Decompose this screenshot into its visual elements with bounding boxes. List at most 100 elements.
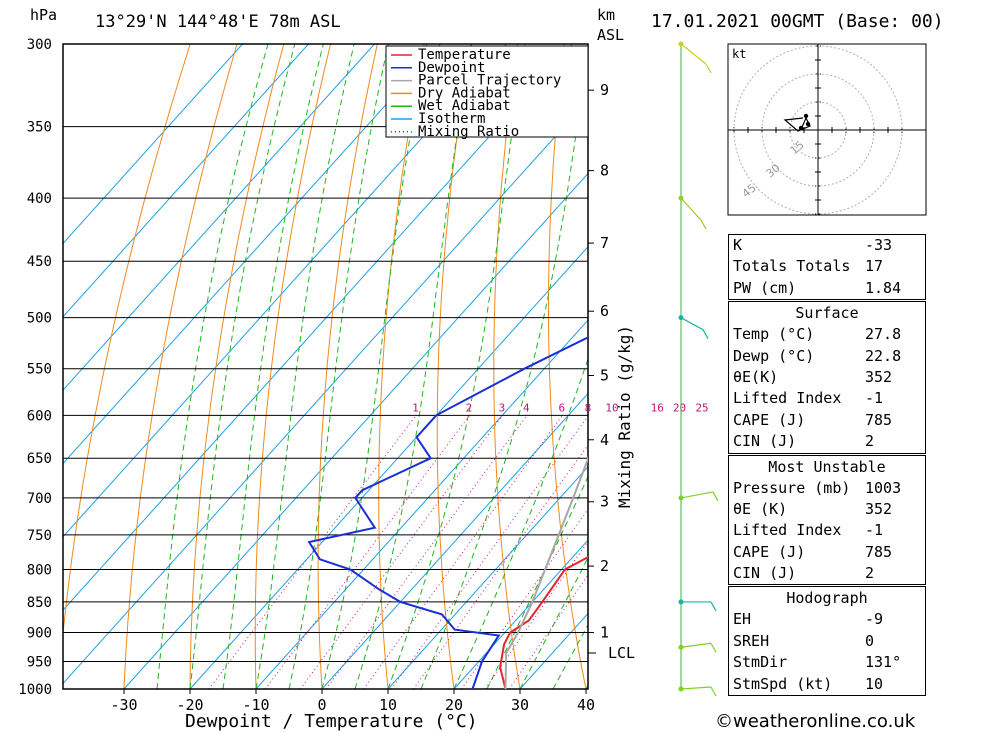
- legend-label: Dewpoint: [418, 60, 485, 76]
- isotherm-line: [123, 172, 588, 689]
- legend-label: Temperature: [418, 47, 511, 63]
- wind-barb: [680, 642, 712, 648]
- mixing-ratio-label: 20: [673, 401, 686, 414]
- most-unstable-title: Most Unstable: [768, 457, 886, 476]
- mixing-ratio-label: 10: [605, 401, 618, 414]
- surface-row: CAPE (J) 785: [729, 410, 925, 431]
- hodograph-title: Hodograph: [786, 589, 868, 608]
- surface-row: CIN (J) 2: [729, 431, 925, 452]
- surface-title: Surface: [795, 304, 859, 323]
- plot-series: [307, 336, 588, 689]
- surface-value: 27.8: [865, 325, 902, 344]
- isotherm-line: [387, 466, 588, 689]
- legend-label: Isotherm: [418, 111, 485, 127]
- surface-label: Temp (°C): [733, 325, 815, 344]
- surface-table: Surface Temp (°C) 27.8 Dewp (°C) 22.8 θE(K) 3…: [728, 301, 926, 454]
- hodograph-label: StmSpd (kt): [733, 674, 833, 693]
- surface-row: θE(K) 352: [729, 367, 925, 388]
- pressure-tick-label: 750: [27, 528, 52, 544]
- pressure-tick-label: 950: [27, 655, 52, 671]
- mixing-ratio-line: [325, 415, 528, 689]
- x-tick-label: -10: [242, 696, 269, 714]
- wet-adiabat-line: [486, 475, 588, 689]
- km-tick-label: 7: [600, 234, 609, 252]
- hodograph-value: 0: [865, 631, 875, 650]
- wind-barb: [680, 43, 707, 65]
- index-label: PW (cm): [733, 278, 797, 297]
- surface-value: 2: [865, 432, 875, 451]
- surface-value: -1: [865, 389, 884, 408]
- dry-adiabat-line: [653, 44, 718, 689]
- plot-border: [62, 43, 589, 690]
- most-unstable-label: θE (K): [733, 499, 788, 518]
- index-value: -33: [865, 236, 893, 254]
- x-tick-label: -30: [110, 696, 137, 714]
- hodograph-value: 10: [865, 674, 884, 693]
- surface-label: CAPE (J): [733, 410, 806, 429]
- x-tick-label: 10: [379, 696, 397, 714]
- x-tick-label: -20: [176, 696, 203, 714]
- pressure-tick-label: 600: [27, 408, 52, 424]
- credit-link[interactable]: ©weatheronline.co.uk: [715, 711, 916, 732]
- hodograph-row: EH -9: [729, 609, 925, 630]
- hodograph-table: Hodograph EH -9 SREH 0 StmDir 131° StmSpd (kt)…: [728, 586, 926, 697]
- mixing-ratio-label: 6: [558, 401, 565, 414]
- index-row: Totals Totals 17: [729, 256, 925, 277]
- most-unstable-table: Most Unstable Pressure (mb) 1003 θE (K) 352…: [728, 454, 926, 586]
- hodograph-trace: [783, 116, 811, 132]
- isotherm-line: [63, 44, 309, 318]
- pressure-tick-label: 300: [27, 37, 52, 53]
- mixing-ratio-label: 2: [466, 401, 473, 414]
- axes: 1 2 3 4 6 8 10 16 20 2530035040045050055060065070…: [18, 37, 708, 714]
- pressure-unit-label: hPa: [30, 6, 57, 24]
- km-tick-label: 2: [600, 557, 609, 575]
- isotherm-line: [63, 44, 441, 465]
- mixing-ratio-line: [208, 414, 417, 689]
- wind-barb: [680, 686, 712, 690]
- pressure-tick-label: 400: [27, 191, 52, 207]
- mixing-ratio-line: [363, 415, 563, 689]
- plot-frame: [62, 43, 589, 690]
- surface-label: Dewp (°C): [733, 346, 815, 365]
- isotherm-line: [453, 539, 588, 689]
- hodograph-row: StmSpd (kt) 10: [729, 674, 925, 695]
- pressure-tick-label: 550: [27, 362, 52, 378]
- most-unstable-row: θE (K) 352: [729, 499, 925, 520]
- hodograph-value: 131°: [865, 653, 902, 672]
- surface-row: Lifted Index -1: [729, 388, 925, 409]
- hodograph-point: [803, 113, 809, 119]
- dry-adiabat-line: [548, 44, 587, 689]
- height-unit-label-2: ASL: [597, 26, 624, 44]
- most-unstable-value: 2: [865, 564, 875, 583]
- pressure-tick-label: 650: [27, 451, 52, 467]
- mixing-ratio-label: 4: [523, 401, 530, 414]
- isotherm-line: [63, 44, 507, 538]
- dry-adiabat-line: [254, 44, 332, 689]
- hodograph-ring: [761, 73, 875, 187]
- wet-adiabat-line: [288, 44, 389, 689]
- dry-adiabat-line: [985, 44, 1000, 689]
- most-unstable-value: 352: [865, 499, 893, 518]
- pressure-tick-label: 500: [27, 311, 52, 327]
- indices-panel: K -33 Totals Totals 17 PW (cm) 1.84 Surface T…: [728, 234, 926, 697]
- legend-label: Parcel Trajectory: [418, 73, 561, 89]
- km-tick-label: 5: [600, 366, 609, 384]
- legend-label: Dry Adiabat: [418, 85, 511, 101]
- x-tick-label: 40: [577, 696, 595, 714]
- hodograph-ring: [789, 101, 847, 159]
- wind-barb-feather: [710, 686, 717, 697]
- hodograph-label: StmDir: [733, 653, 788, 672]
- surface-row: Temp (°C) 27.8: [729, 324, 925, 345]
- x-tick-label: 20: [445, 696, 463, 714]
- mixing-ratio-label: 8: [585, 401, 592, 414]
- lcl-label: LCL: [608, 644, 635, 662]
- hodograph-point: [798, 125, 804, 131]
- surface-value: 22.8: [865, 346, 902, 365]
- isotherm-line: [189, 246, 588, 689]
- hodograph-label: EH: [733, 610, 752, 629]
- isotherm-line: [321, 392, 588, 689]
- hodograph-ring: [733, 45, 903, 215]
